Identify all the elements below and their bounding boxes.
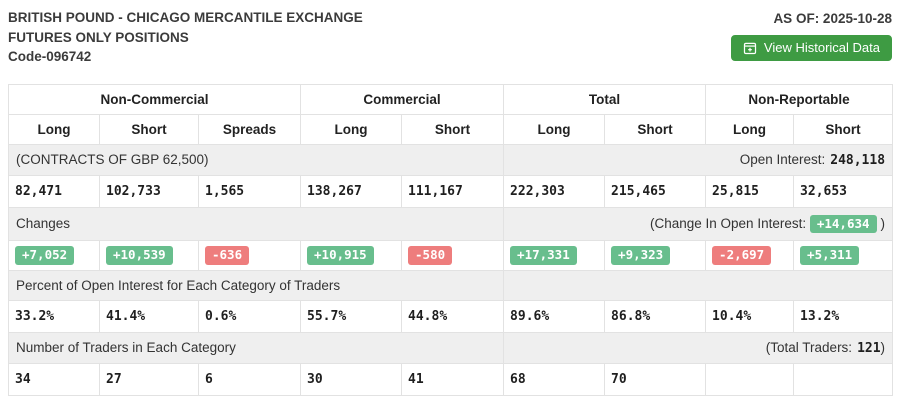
change-badge: +10,539 xyxy=(106,246,173,265)
position-cell: 222,303 xyxy=(503,174,606,208)
position-cell: 1,565 xyxy=(197,174,302,208)
traders-cell: 30 xyxy=(300,362,403,396)
percent-header-row: Percent of Open Interest for Each Catego… xyxy=(7,269,894,301)
open-interest-value: 248,118 xyxy=(830,152,886,168)
percent-cell: 86.8% xyxy=(604,299,707,333)
change-cell: +17,331 xyxy=(503,240,606,271)
position-cell: 32,653 xyxy=(793,174,894,208)
change-oi-value-badge: +14,634 xyxy=(809,214,877,233)
contracts-unit-label: (CONTRACTS OF GBP 62,500) xyxy=(7,143,505,176)
changes-header-row: Changes (Change In Open Interest: +14,63… xyxy=(7,206,894,241)
percent-cell: 55.7% xyxy=(300,299,403,333)
cot-table: Non-Commercial Commercial Total Non-Repo… xyxy=(7,83,894,396)
position-cell: 102,733 xyxy=(99,174,199,208)
change-badge: +9,323 xyxy=(611,246,671,265)
percent-cell: 13.2% xyxy=(793,299,894,333)
view-historical-data-button[interactable]: View Historical Data xyxy=(730,35,892,61)
traders-cell: 41 xyxy=(401,362,505,396)
column-header-long: Long xyxy=(503,113,606,145)
total-traders-value: 121 xyxy=(857,340,881,356)
change-badge: +10,915 xyxy=(307,246,374,265)
column-header-short: Short xyxy=(401,113,505,145)
view-historical-data-label: View Historical Data xyxy=(763,40,880,55)
traders-cell xyxy=(793,362,894,396)
open-interest-label: Open Interest: xyxy=(739,151,826,167)
column-header-row: Long Short Spreads Long Short Long Short… xyxy=(8,113,894,145)
positions-row: 82,471 102,733 1,565 138,267 111,167 222… xyxy=(8,174,894,208)
change-cell: -580 xyxy=(401,240,505,271)
position-cell: 82,471 xyxy=(8,174,100,208)
report-subtitle: FUTURES ONLY POSITIONS xyxy=(8,29,189,45)
group-header-total: Total xyxy=(503,83,707,115)
total-traders: (Total Traders: 121) xyxy=(503,331,894,364)
column-header-short: Short xyxy=(793,113,894,145)
total-traders-label: (Total Traders: xyxy=(765,339,853,355)
change-cell: +7,052 xyxy=(8,240,100,271)
percent-cell: 41.4% xyxy=(99,299,199,333)
contracts-open-interest-row: (CONTRACTS OF GBP 62,500) Open Interest:… xyxy=(7,143,894,176)
percent-header-spacer xyxy=(503,269,894,301)
position-cell: 25,815 xyxy=(705,174,795,208)
change-cell: +10,539 xyxy=(99,240,199,271)
change-cell: +9,323 xyxy=(604,240,707,271)
traders-cell: 68 xyxy=(503,362,606,396)
percent-cell: 44.8% xyxy=(401,299,505,333)
change-badge: -636 xyxy=(205,246,250,265)
column-header-long: Long xyxy=(300,113,403,145)
traders-row: 34 27 6 30 41 68 70 xyxy=(8,362,894,396)
change-badge: +17,331 xyxy=(510,246,577,265)
percent-row: 33.2% 41.4% 0.6% 55.7% 44.8% 89.6% 86.8%… xyxy=(8,299,894,333)
calendar-plus-icon xyxy=(743,41,757,55)
column-header-short: Short xyxy=(604,113,707,145)
percent-label: Percent of Open Interest for Each Catego… xyxy=(7,269,505,301)
column-header-short: Short xyxy=(99,113,199,145)
change-in-open-interest: (Change In Open Interest: +14,634) xyxy=(503,206,894,241)
change-cell: +5,311 xyxy=(793,240,894,271)
change-badge: -580 xyxy=(408,246,453,265)
traders-cell: 27 xyxy=(99,362,199,396)
report-code: Code-096742 xyxy=(8,49,92,64)
report-header-right: AS OF: 2025-10-28 View Historical Data xyxy=(730,8,892,61)
position-cell: 111,167 xyxy=(401,174,505,208)
report-title: BRITISH POUND - CHICAGO MERCANTILE EXCHA… xyxy=(8,10,363,25)
change-oi-suffix: ) xyxy=(880,215,886,231)
traders-header-row: Number of Traders in Each Category (Tota… xyxy=(7,331,894,364)
percent-cell: 10.4% xyxy=(705,299,795,333)
change-badge: +5,311 xyxy=(800,246,860,265)
change-cell: +10,915 xyxy=(300,240,403,271)
column-header-spreads: Spreads xyxy=(197,113,302,145)
change-badge: +7,052 xyxy=(15,246,75,265)
position-cell: 215,465 xyxy=(604,174,707,208)
report-titles: BRITISH POUND - CHICAGO MERCANTILE EXCHA… xyxy=(8,8,363,67)
column-header-long: Long xyxy=(8,113,100,145)
traders-label: Number of Traders in Each Category xyxy=(7,331,505,364)
open-interest: Open Interest: 248,118 xyxy=(503,143,894,176)
change-oi-label: (Change In Open Interest: xyxy=(650,215,807,231)
total-traders-suffix: ) xyxy=(880,339,886,355)
group-header-non-reportable: Non-Reportable xyxy=(705,83,894,115)
traders-cell: 34 xyxy=(8,362,100,396)
percent-cell: 33.2% xyxy=(8,299,100,333)
changes-label: Changes xyxy=(7,206,505,241)
group-header-non-commercial: Non-Commercial xyxy=(7,83,302,115)
as-of-date: AS OF: 2025-10-28 xyxy=(773,11,892,26)
column-header-long: Long xyxy=(705,113,795,145)
position-cell: 138,267 xyxy=(300,174,403,208)
change-badge: -2,697 xyxy=(712,246,772,265)
traders-cell: 6 xyxy=(197,362,302,396)
change-cell: -2,697 xyxy=(705,240,795,271)
traders-cell xyxy=(705,362,795,396)
percent-cell: 89.6% xyxy=(503,299,606,333)
group-header-commercial: Commercial xyxy=(300,83,505,115)
report-header: BRITISH POUND - CHICAGO MERCANTILE EXCHA… xyxy=(8,8,892,67)
changes-row: +7,052 +10,539 -636 +10,915 -580 +17,331… xyxy=(8,240,894,271)
change-cell: -636 xyxy=(197,240,302,271)
traders-cell: 70 xyxy=(604,362,707,396)
percent-cell: 0.6% xyxy=(197,299,302,333)
group-header-row: Non-Commercial Commercial Total Non-Repo… xyxy=(7,83,894,115)
